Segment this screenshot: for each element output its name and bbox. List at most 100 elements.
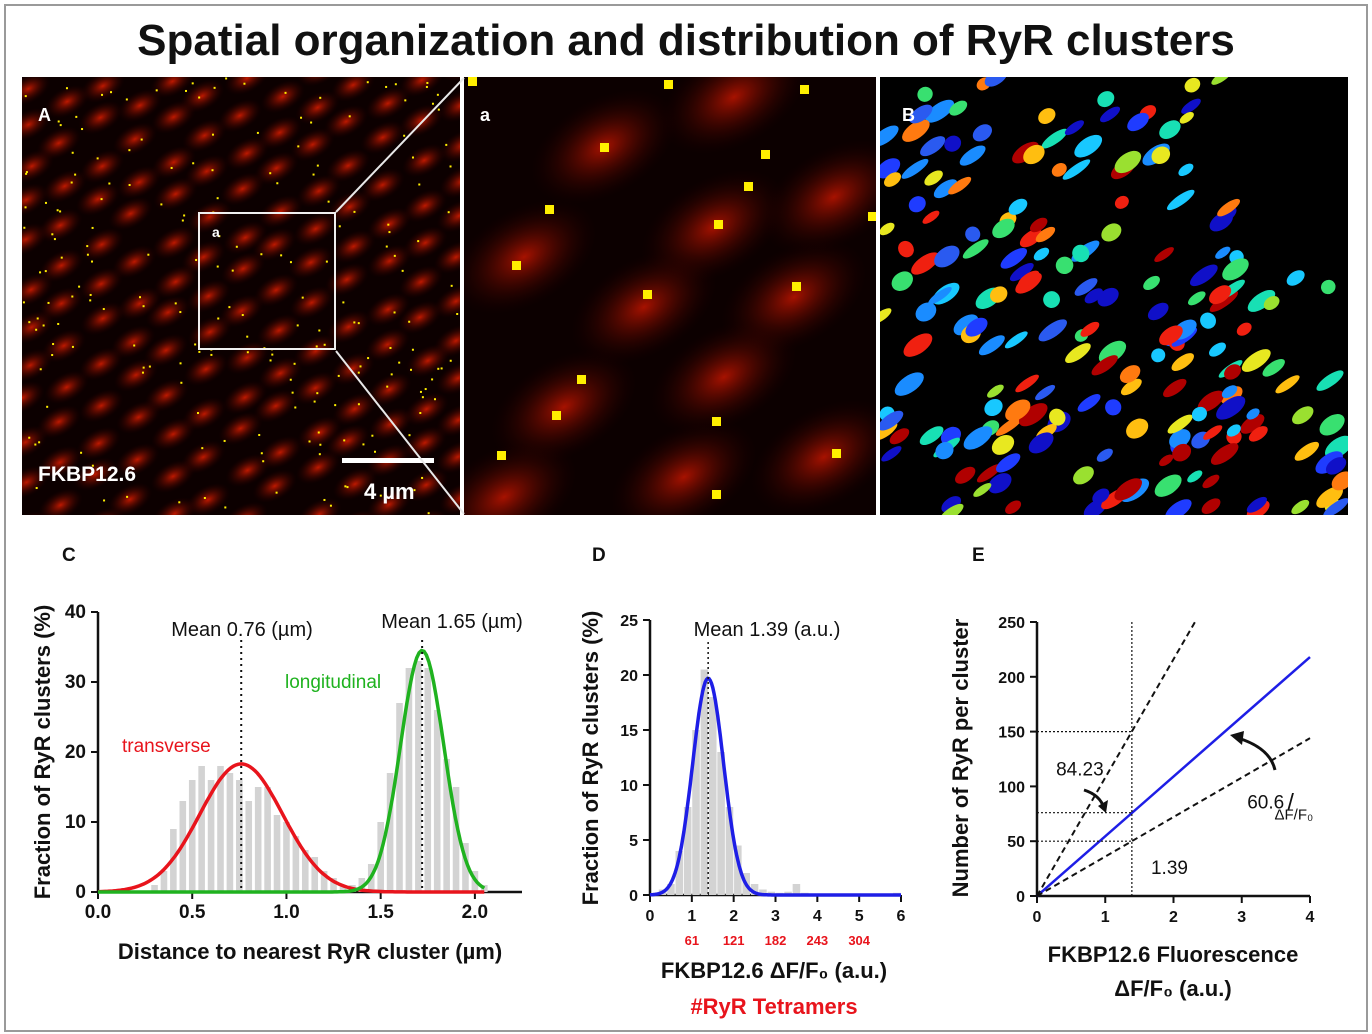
histogram-bar [301,850,309,892]
cluster-segment [1126,418,1149,439]
cluster-centroid [53,238,56,241]
cluster-segment [898,240,914,258]
histogram-bar [311,857,319,892]
cluster-segment [996,453,1021,473]
chart-D-y-tick-label: 20 [620,668,638,685]
cluster-segment [1151,348,1166,363]
cluster-centroid [449,165,452,168]
fluorescence-blob [151,226,197,260]
fluorescence-blob [293,334,338,368]
cluster-centroid [289,378,292,381]
cluster-segment [1008,198,1028,215]
histogram-bar [424,668,432,892]
cluster-centroid [714,220,723,229]
fluorescence-blob [78,100,123,135]
cluster-segment [1017,270,1040,288]
cluster-segment [948,176,972,195]
histogram-bar [217,766,224,892]
histogram-bar [236,780,243,892]
panel-label-B: B [902,105,915,125]
cluster-centroid [437,108,440,111]
chart-D-y-label: Fraction of RyR clusters (%) [578,611,603,906]
cluster-centroid [744,182,753,191]
cluster-centroid [47,301,50,304]
fluorescence-blob [185,482,231,515]
fluorescence-blob [399,77,444,97]
slope-label-slash: / [1287,789,1294,816]
fluorescence-blob [610,419,758,515]
fluorescence-blob [112,122,158,156]
cluster-centroid [367,357,370,360]
chart-C-y-label: Fraction of RyR clusters (%) [30,605,55,900]
fluorescence-blob [252,469,297,503]
chart-E-x-tick-label: 2 [1169,909,1178,926]
cluster-centroid [419,390,422,393]
cluster-segment [1323,498,1348,515]
fluorescence-blob [439,129,460,163]
cluster-map-panel-B: B [880,77,1348,515]
fluorescence-blob [151,145,196,180]
cluster-centroid [65,87,68,90]
cluster-centroid [445,143,448,146]
histogram-bar [452,787,460,892]
fluorescence-blob [436,199,460,233]
cluster-centroid [421,476,424,479]
cluster-segment [991,434,1015,455]
cluster-centroid [81,128,84,131]
cluster-centroid [217,317,220,320]
cluster-centroid [408,434,411,437]
cluster-centroid [223,439,226,442]
cluster-centroid [545,205,554,214]
cluster-centroid [28,321,31,324]
fluorescence-blob [44,370,89,404]
chart-E-x-label-line1: FKBP12.6 Fluorescence [1048,942,1299,967]
cluster-centroid [512,261,521,270]
cluster-segment [1188,291,1206,306]
cluster-segment [902,119,930,142]
cluster-centroid [712,417,721,426]
histogram-bar [708,697,717,895]
mean-label: Mean 1.39 (a.u.) [694,619,841,641]
fluorescence-blob [39,248,84,283]
cluster-segment [933,179,958,199]
panel-label-a: a [480,105,491,125]
cluster-centroid [22,301,25,304]
histogram-bar [692,730,700,895]
cluster-centroid [433,398,436,401]
cluster-centroid [91,260,94,263]
histogram-bar [717,752,725,895]
cluster-segment [922,210,940,224]
cluster-segment [1127,112,1149,132]
cluster-segment [965,226,981,242]
cluster-centroid [308,440,311,443]
cluster-segment [880,125,899,147]
chart-D-x-tick-label: 0 [646,908,655,925]
cluster-centroid [300,116,303,119]
fluorescence-blob [360,120,405,155]
cluster-segment [1100,106,1121,123]
cluster-centroid [110,91,113,94]
fluorescence-blob [464,439,578,515]
chart-C-x-label: Distance to nearest RyR cluster (µm) [118,939,502,964]
cluster-centroid [436,93,439,96]
cluster-segment [1077,394,1101,412]
chart-D-y-tick-label: 15 [620,723,638,740]
cluster-centroid [427,512,430,515]
cluster-segment [1292,406,1314,425]
cluster-centroid [60,256,63,259]
cluster-segment [1055,256,1074,275]
cluster-centroid [183,214,186,217]
cluster-centroid [398,361,401,364]
fluorescence-blob [22,425,48,459]
cluster-segment [1224,364,1242,380]
cluster-segment [1159,120,1181,139]
cluster-segment [889,428,910,445]
figure-title: Spatial organization and distribution of… [137,16,1235,65]
chart-D-x-tick-label: 4 [813,908,822,925]
cluster-centroid [318,329,321,332]
fluorescence-blob [79,388,124,423]
fluorescence-blob [293,212,338,246]
cluster-segment [880,308,892,324]
cluster-segment [1151,146,1171,165]
fluorescence-blob [76,426,121,461]
